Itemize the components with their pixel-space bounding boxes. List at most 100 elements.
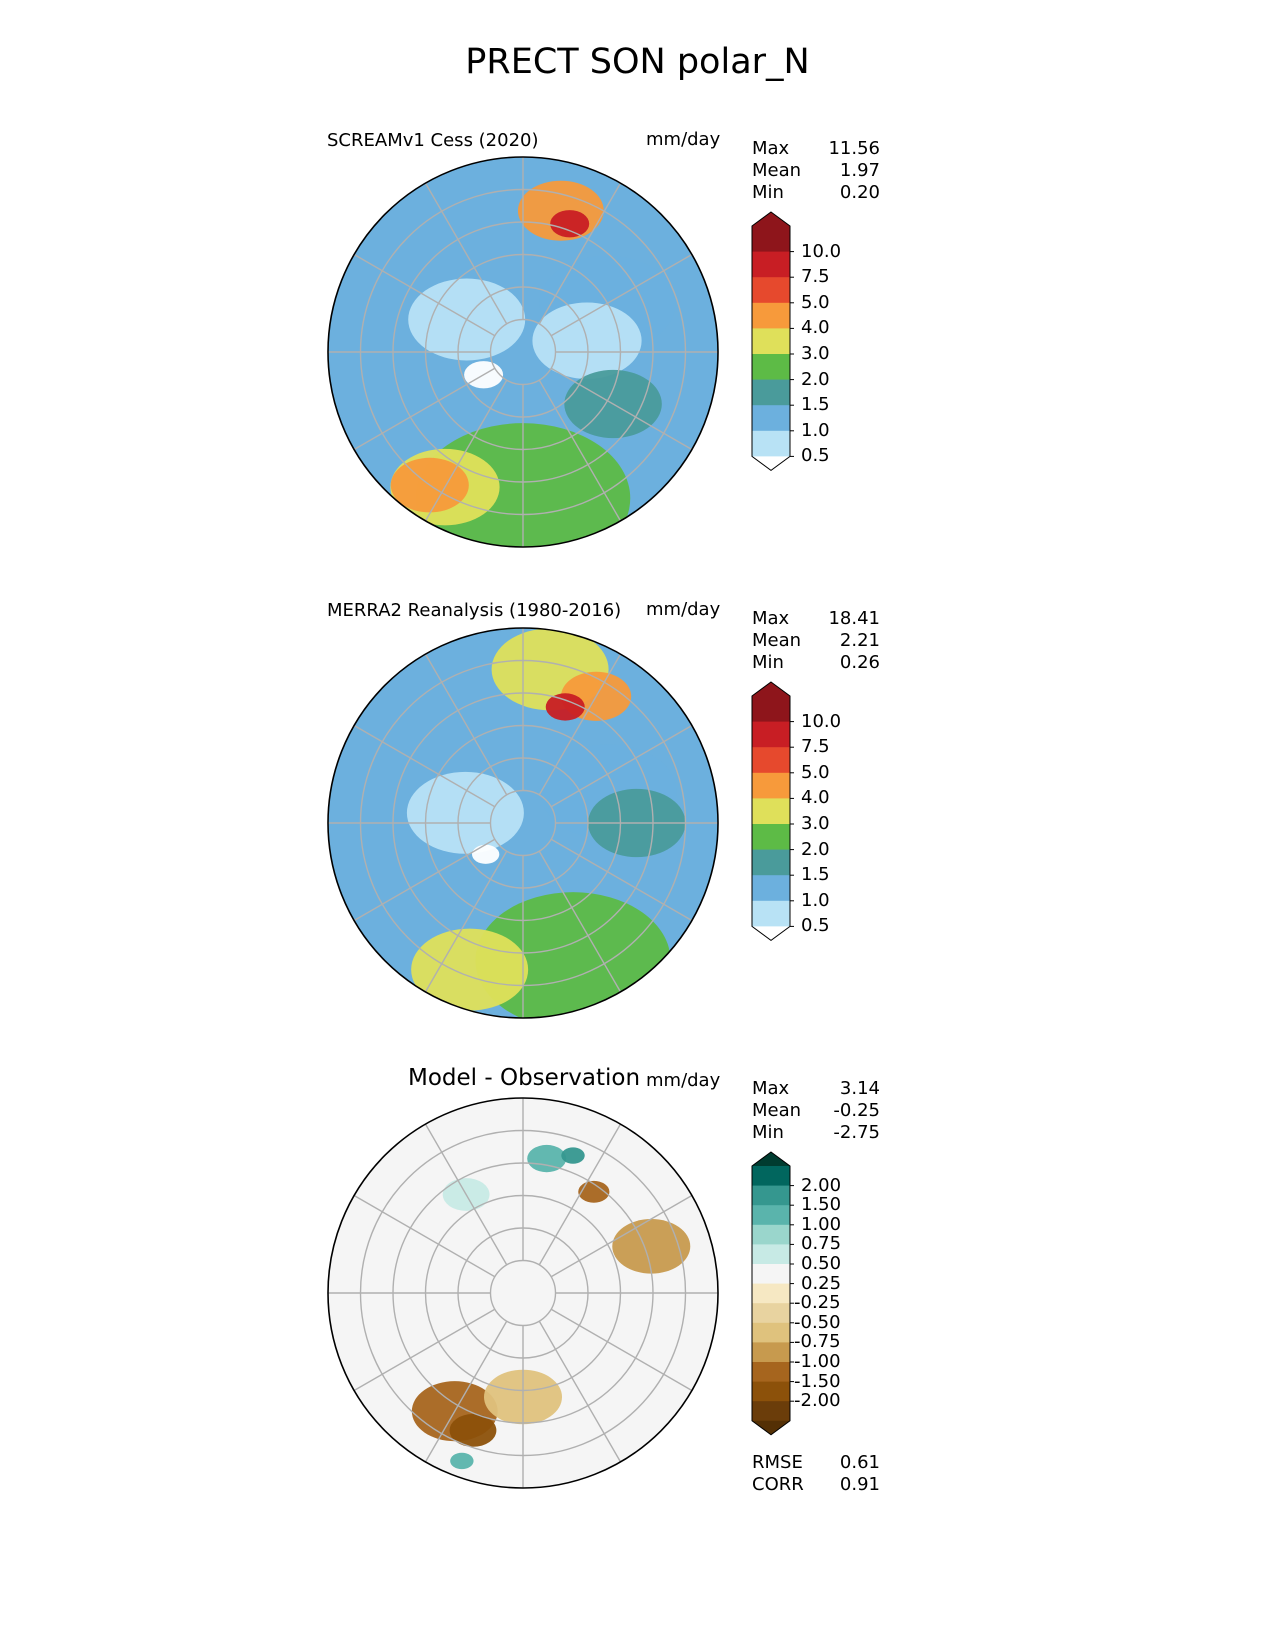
panel-3-map: [327, 1097, 719, 1489]
colorbar-segment: [752, 772, 790, 799]
stat-label: Max: [752, 608, 790, 629]
colorbar-tick-label: 7.5: [801, 266, 830, 288]
colorbar-tick-label: 2.00: [801, 1174, 842, 1196]
colorbar-segment: [752, 1244, 790, 1265]
stat-label: Mean: [752, 160, 802, 181]
meridian-line: [538, 379, 622, 522]
colorbar-tick-label: 2.0: [801, 368, 830, 390]
stat-value: 0.26: [839, 652, 880, 673]
stat-label: Min: [752, 652, 784, 673]
stat-value: -0.25: [833, 1100, 880, 1121]
colorbar-segment: [752, 1401, 790, 1422]
field-patch: [561, 1147, 585, 1164]
colorbar-tick-label: -0.25: [794, 1292, 841, 1314]
meridian-line: [424, 850, 508, 993]
stat-value: 0.20: [839, 182, 880, 203]
colorbar-under-arrow: [752, 1420, 790, 1435]
meridian-line: [353, 838, 496, 922]
panel-3-stats: Max 3.14 Mean -0.25 Min -2.75: [752, 1078, 880, 1144]
colorbar-over-arrow: [752, 212, 790, 226]
stat-value: 2.21: [839, 630, 880, 651]
meridian-line: [550, 253, 693, 337]
colorbar-tick-label: 3.0: [801, 343, 830, 364]
stat-label: Max: [752, 1078, 790, 1099]
panel-2-map: [327, 627, 719, 1019]
field-patch: [411, 928, 529, 1011]
colorbar-under-arrow: [752, 926, 790, 941]
colorbar-segment: [752, 1224, 790, 1245]
colorbar-segment: [752, 696, 790, 723]
metric-label: CORR: [752, 1474, 804, 1495]
colorbar-segment: [752, 405, 790, 432]
field-patch: [449, 1414, 497, 1447]
colorbar-outline: [751, 681, 791, 942]
stat-value: 11.56: [828, 138, 880, 159]
colorbar-tick-label: 1.00: [801, 1213, 842, 1235]
colorbar-tick-label: 1.0: [801, 889, 830, 911]
colorbar-segment: [752, 430, 790, 457]
meridian-line: [538, 1123, 622, 1266]
meridian-line: [424, 182, 508, 325]
panel-2-title: MERRA2 Reanalysis (1980-2016): [327, 600, 622, 621]
colorbar-tick-label: -0.75: [794, 1331, 841, 1353]
colorbar-tick-label: 0.50: [801, 1253, 842, 1274]
colorbar-tick-label: 5.0: [801, 291, 830, 313]
colorbar-tick-label: 1.50: [801, 1194, 842, 1216]
meridian-line: [424, 1123, 508, 1266]
colorbar-segment: [752, 1342, 790, 1363]
meridian-line: [550, 1308, 693, 1392]
panel-1-stats: Max 11.56 Mean 1.97 Min 0.20: [752, 138, 880, 204]
colorbar-tick-label: 5.0: [801, 761, 830, 783]
colorbar-segment: [752, 1205, 790, 1226]
meridian-line: [353, 253, 496, 337]
map-boundary: [327, 1097, 719, 1489]
colorbar-segment: [752, 1166, 790, 1187]
meridian-line: [538, 850, 622, 993]
colorbar-outline: [751, 1151, 791, 1436]
stat-value: 18.41: [828, 608, 880, 629]
panel-1-units: mm/day: [646, 129, 721, 150]
colorbar-segment: [752, 875, 790, 902]
colorbar-segment: [752, 1362, 790, 1383]
colorbar-tick-label: 0.5: [801, 445, 830, 467]
stat-value: -2.75: [833, 1122, 880, 1143]
colorbar-tick-label: 10.0: [801, 710, 842, 732]
colorbar-segment: [752, 1283, 790, 1304]
colorbar-tick-label: 4.0: [801, 787, 830, 809]
colorbar-tick-label: 3.0: [801, 813, 830, 834]
colorbar-segment: [752, 1264, 790, 1285]
field-patch: [612, 1219, 691, 1274]
colorbar-tick-label: 2.0: [801, 838, 830, 860]
colorbar-segment: [752, 1185, 790, 1206]
colorbar-outline: [751, 211, 791, 472]
panel-1-map: [327, 156, 719, 548]
colorbar-segment: [752, 354, 790, 381]
figure-title: PRECT SON polar_N: [465, 42, 810, 82]
colorbar-segment: [752, 1381, 790, 1402]
colorbar-tick-label: -1.00: [794, 1351, 841, 1372]
colorbar-tick-label: 1.5: [801, 864, 830, 886]
colorbar-segment: [752, 798, 790, 825]
colorbar-segment: [752, 302, 790, 329]
meridian-line: [538, 1320, 622, 1463]
colorbar-over-arrow: [752, 1152, 790, 1166]
meridian-line: [424, 653, 508, 796]
panel-1-title: SCREAMv1 Cess (2020): [327, 130, 539, 151]
meridian-line: [538, 182, 622, 325]
metric-value: 0.91: [839, 1474, 880, 1495]
colorbar-segment: [752, 277, 790, 304]
colorbar-tick-label: 4.0: [801, 317, 830, 339]
meridian-line: [353, 1194, 496, 1278]
colorbar-tick-label: 10.0: [801, 240, 842, 262]
stat-value: 1.97: [839, 160, 880, 181]
meridian-line: [424, 379, 508, 522]
meridian-line: [550, 838, 693, 922]
colorbar-tick-label: -2.00: [794, 1390, 841, 1412]
meridian-line: [424, 1320, 508, 1463]
meridian-line: [353, 367, 496, 451]
stat-label: Min: [752, 182, 784, 203]
colorbar-tick-label: 0.75: [801, 1233, 842, 1255]
field-patch: [550, 210, 590, 238]
colorbar-tick-label: 7.5: [801, 736, 830, 758]
field-patch: [527, 1144, 567, 1173]
